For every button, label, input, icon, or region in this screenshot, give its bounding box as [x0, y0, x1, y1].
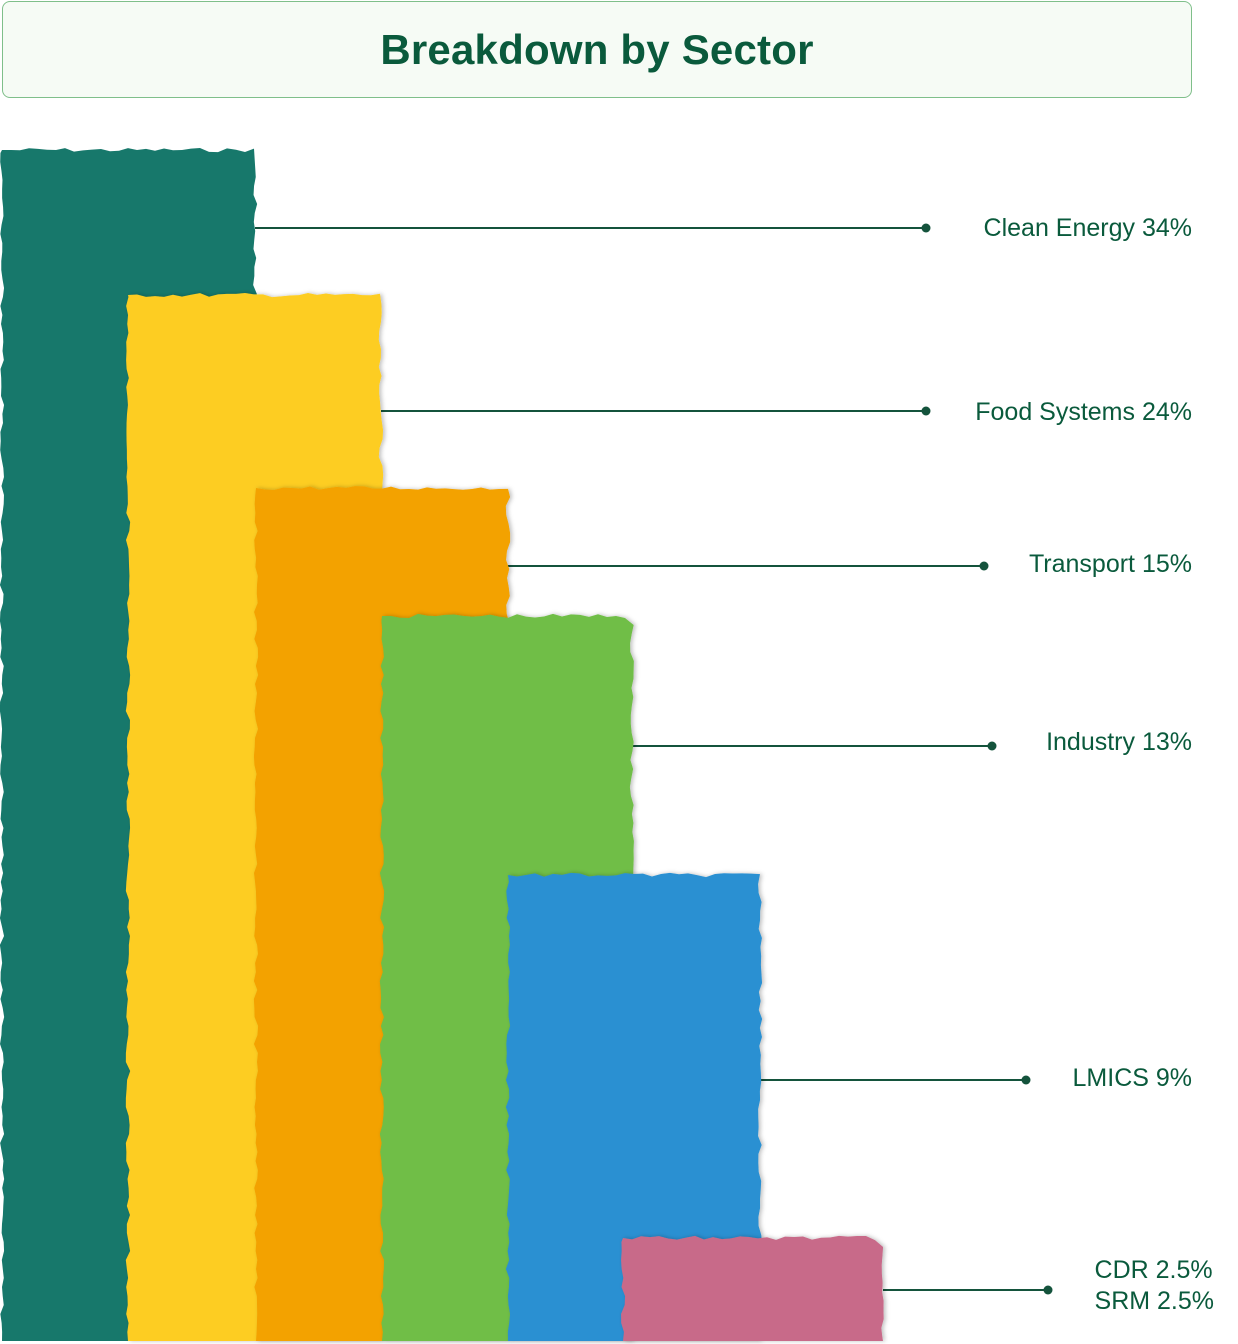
leader-dot-cdr-srm: [1043, 1285, 1053, 1295]
chart-title: Breakdown by Sector: [380, 25, 814, 73]
label-lmics: LMICS 9%: [1072, 1064, 1192, 1092]
leader-dot-industry: [987, 741, 997, 751]
label-cdr-srm: CDR 2.5% SRM 2.5%: [1095, 1255, 1214, 1317]
label-cdr: CDR 2.5%: [1094, 1256, 1213, 1284]
bar-lmics: [505, 872, 763, 1341]
bar-cdr-srm: [621, 1235, 884, 1341]
leader-dot-food-systems: [921, 406, 931, 416]
leader-dot-transport: [979, 561, 989, 571]
leader-dot-lmics: [1021, 1075, 1031, 1085]
label-transport: Transport 15%: [1028, 550, 1192, 578]
leader-dot-clean-energy: [921, 223, 931, 233]
title-box: Breakdown by Sector: [2, 1, 1192, 98]
label-food-systems: Food Systems 24%: [975, 398, 1192, 426]
label-srm: SRM 2.5%: [1094, 1287, 1214, 1315]
label-industry: Industry 13%: [1046, 728, 1192, 756]
label-clean-energy: Clean Energy 34%: [983, 214, 1192, 242]
